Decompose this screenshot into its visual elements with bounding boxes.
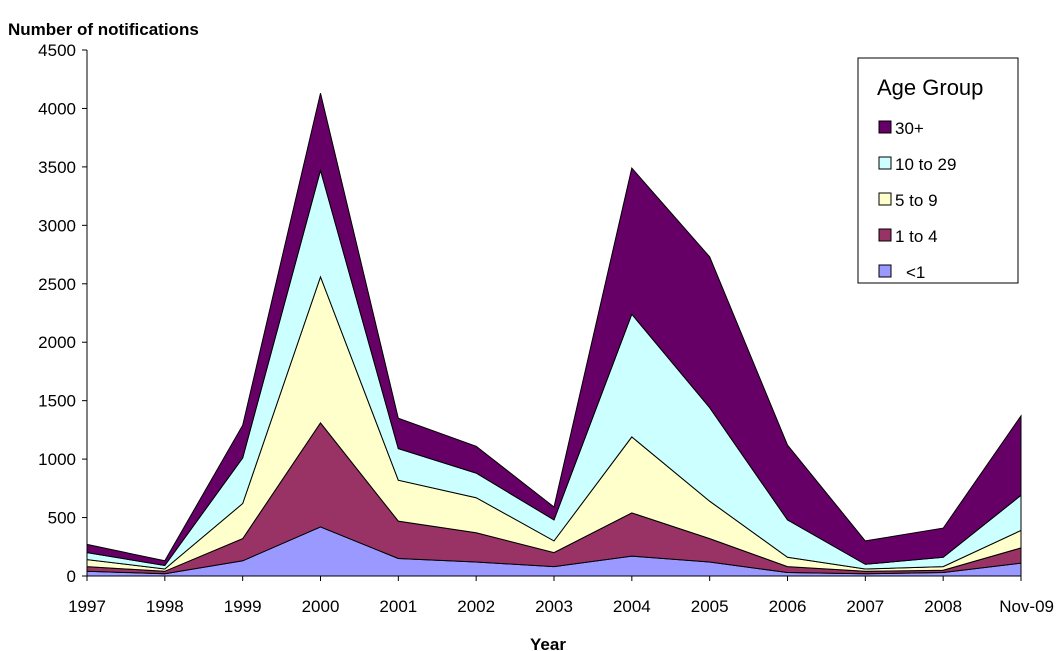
y-axis-title: Number of notifications — [8, 20, 199, 39]
y-axis-ticks: 0 500 1000 1500 2000 2500 3000 3500 4000 4500 — [38, 41, 87, 586]
x-axis-title: Year — [530, 635, 566, 651]
legend: Age Group 30+ 10 to 29 5 to 9 1 to 4 <1 — [857, 57, 1019, 284]
legend-items: 30+ 10 to 29 5 to 9 1 to 4 <1 — [878, 119, 956, 282]
legend-label: 5 to 9 — [895, 191, 938, 210]
x-tick-label: 2004 — [613, 597, 651, 616]
legend-label: 30+ — [895, 119, 924, 138]
x-tick-label: 1997 — [68, 597, 106, 616]
x-tick-label: 2003 — [535, 597, 573, 616]
legend-label: 10 to 29 — [895, 155, 956, 174]
legend-label: 1 to 4 — [895, 227, 938, 246]
x-tick-label: 2000 — [302, 597, 340, 616]
y-tick-label: 4500 — [38, 41, 76, 60]
y-tick-label: 1500 — [38, 392, 76, 411]
legend-swatch — [878, 156, 892, 170]
legend-swatch — [878, 228, 892, 242]
stacked-areas — [86, 93, 1022, 577]
y-tick-label: 3000 — [38, 216, 76, 235]
x-tick-label: 1999 — [224, 597, 262, 616]
y-tick-label: 2500 — [38, 275, 76, 294]
x-tick-label: 2008 — [924, 597, 962, 616]
x-tick-label: 2001 — [379, 597, 417, 616]
legend-swatch — [878, 264, 892, 278]
y-tick-label: 4000 — [38, 99, 76, 118]
y-tick-label: 0 — [67, 567, 76, 586]
legend-box — [857, 57, 1019, 284]
x-tick-label: 1998 — [146, 597, 184, 616]
legend-swatch — [878, 192, 892, 206]
x-tick-label: 2006 — [769, 597, 807, 616]
y-tick-label: 500 — [48, 509, 76, 528]
x-tick-label: Nov-09 — [999, 597, 1054, 616]
x-tick-label: 2005 — [691, 597, 729, 616]
y-tick-label: 1000 — [38, 450, 76, 469]
x-tick-label: 2007 — [846, 597, 884, 616]
x-tick-label: 2002 — [457, 597, 495, 616]
x-axis-ticks: 1997 1998 1999 2000 2001 2002 2003 2004 2005 2006… — [68, 576, 1054, 616]
y-tick-label: 2000 — [38, 333, 76, 352]
area-series-4 — [86, 93, 1022, 567]
legend-swatch — [878, 120, 892, 134]
legend-title: Age Group — [877, 75, 983, 100]
y-tick-label: 3500 — [38, 158, 76, 177]
legend-label: <1 — [906, 263, 925, 282]
